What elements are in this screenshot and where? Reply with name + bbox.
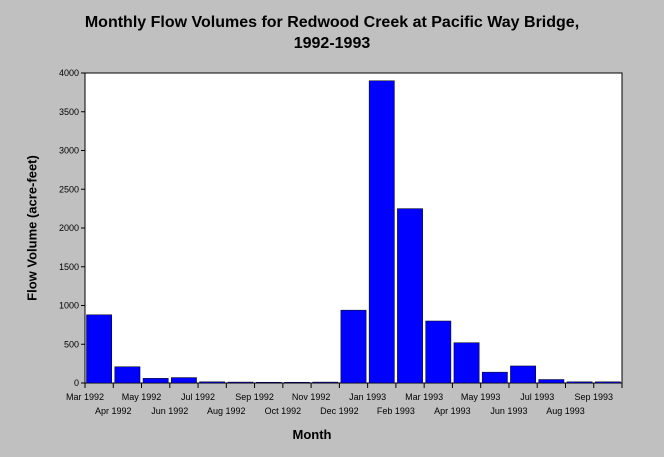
x-tick-label: Oct 1992 — [265, 406, 302, 416]
y-tick-label: 2000 — [59, 223, 79, 233]
y-tick-label: 0 — [74, 378, 79, 388]
bar — [284, 381, 310, 384]
y-tick-label: 3500 — [59, 107, 79, 117]
bar — [142, 378, 169, 384]
x-tick-label: Jun 1992 — [151, 406, 188, 416]
x-tick-label: May 1993 — [461, 392, 501, 402]
bar — [312, 381, 339, 384]
x-tick-label: Feb 1993 — [377, 406, 415, 416]
x-tick-label: Jan 1993 — [349, 392, 386, 402]
bar — [227, 381, 254, 384]
bar — [368, 80, 395, 384]
x-tick-label: Aug 1992 — [207, 406, 246, 416]
bar — [566, 381, 593, 384]
x-tick-label: Sep 1993 — [574, 392, 613, 402]
bar — [397, 208, 423, 384]
bar — [171, 377, 197, 384]
x-tick-label: Aug 1993 — [546, 406, 585, 416]
bar — [594, 381, 621, 384]
x-axis-label: Month — [292, 427, 332, 442]
x-tick-label: Jul 1992 — [181, 392, 215, 402]
x-tick-label: Sep 1992 — [235, 392, 274, 402]
y-tick-label: 1000 — [59, 301, 79, 311]
bar — [114, 366, 141, 384]
chart-title: Monthly Flow Volumes for Redwood Creek a… — [84, 14, 580, 31]
x-tick-label: Dec 1992 — [320, 406, 359, 416]
bar — [510, 365, 536, 384]
x-tick-label: May 1992 — [122, 392, 162, 402]
x-tick-label: Jun 1993 — [490, 406, 527, 416]
bar — [86, 314, 113, 384]
bar — [340, 309, 367, 384]
y-tick-label: 2500 — [59, 184, 79, 194]
x-tick-label: Jul 1993 — [520, 392, 554, 402]
y-tick-label: 4000 — [59, 68, 79, 78]
bar — [425, 320, 452, 384]
bar — [538, 379, 565, 384]
x-tick-label: Nov 1992 — [292, 392, 331, 402]
y-tick-label: 3000 — [59, 146, 79, 156]
chart-subtitle: 1992-1993 — [293, 35, 371, 52]
x-tick-label: Apr 1993 — [434, 406, 471, 416]
x-tick-label: Mar 1992 — [66, 392, 104, 402]
y-tick-label: 1500 — [59, 262, 79, 272]
y-tick-label: 500 — [64, 339, 79, 349]
bar — [199, 381, 226, 384]
bar — [481, 371, 508, 384]
bar — [255, 381, 282, 384]
x-tick-label: Mar 1993 — [405, 392, 443, 402]
x-tick-label: Apr 1992 — [95, 406, 132, 416]
bar — [453, 342, 480, 384]
